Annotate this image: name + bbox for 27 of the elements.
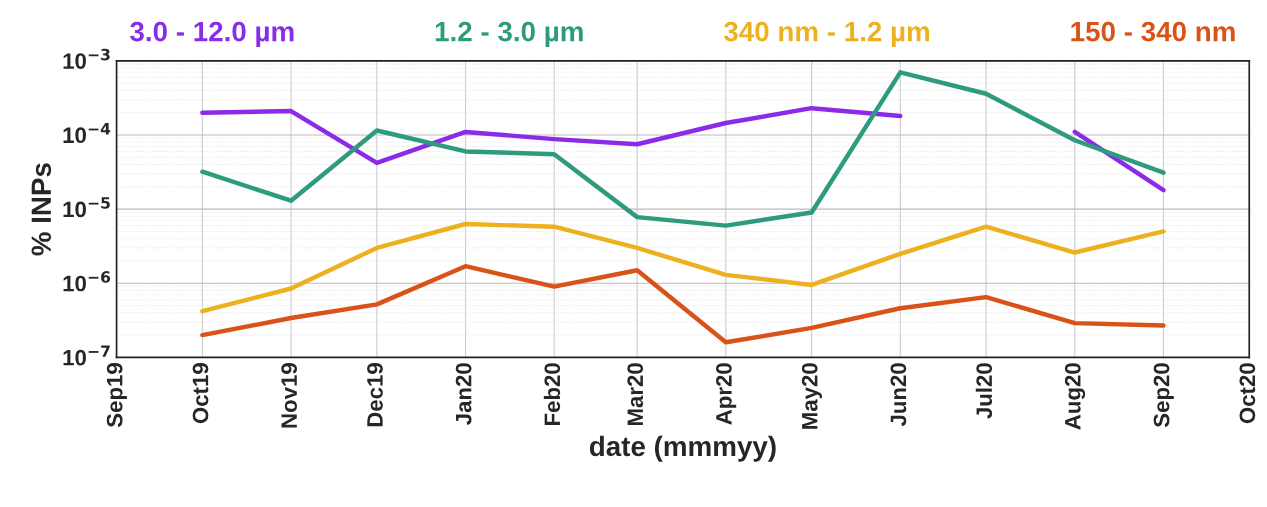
x-tick-label: May20	[801, 363, 822, 429]
x-tick-label: Nov19	[281, 363, 298, 428]
y-tick-label: 10$^{−6}$	[63, 271, 111, 292]
line-series	[200, 263, 1166, 345]
x-tick-label: Mar20	[627, 363, 644, 426]
x-axis-title: date (mmmyy)	[589, 435, 776, 462]
x-tick-label: Apr20	[716, 363, 737, 425]
x-tick-label: Sep20	[1153, 363, 1174, 428]
y-tick-label: 10$^{−5}$	[63, 197, 110, 218]
text: 150 - 340 nm	[1071, 21, 1235, 42]
x-tick-label: Jan20	[455, 363, 472, 425]
x-tick-label: Aug20	[1064, 363, 1086, 430]
text: 340 nm - 1.2 µm	[723, 21, 930, 47]
y-axis-title: % INPs	[31, 163, 52, 256]
y-tick-label: 10$^{−3}$	[63, 48, 110, 69]
y-tick-label: 10$^{−4}$	[63, 123, 111, 144]
text: 1.2 - 3.0 µm	[435, 21, 583, 47]
x-tick-label: Feb20	[543, 363, 561, 426]
x-tick-label: Dec19	[367, 363, 383, 427]
x-tick-label: Oct20	[1239, 363, 1256, 424]
line-series	[200, 70, 1166, 228]
x-tick-label: Oct19	[192, 363, 209, 424]
line-series	[200, 221, 1166, 314]
x-tick-label: Jun20	[890, 363, 907, 427]
x-tick-label: Jul20	[975, 363, 993, 419]
x-tick-label: Sep19	[106, 363, 127, 428]
text: 3.0 - 12.0 µm	[130, 21, 294, 47]
